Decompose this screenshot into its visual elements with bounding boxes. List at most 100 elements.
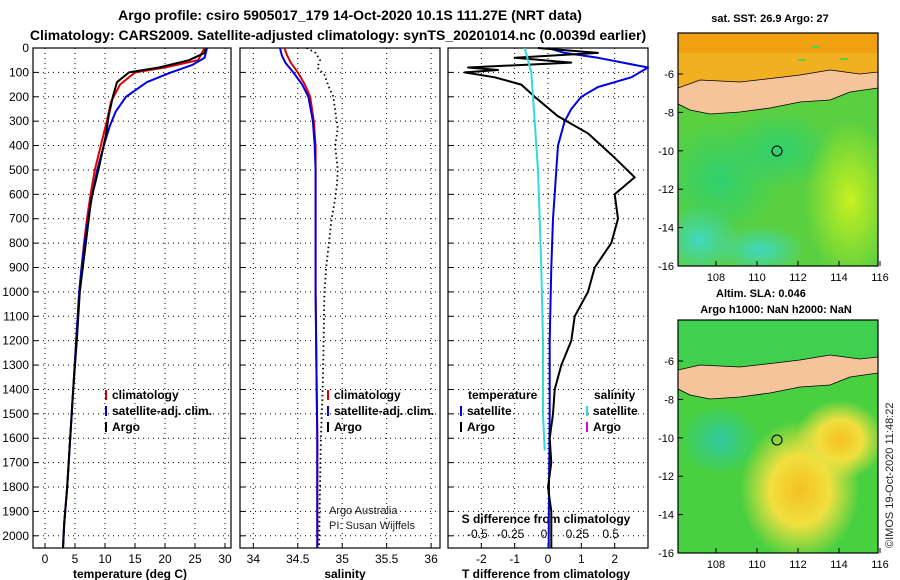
annotation-pi: PI: Susan Wijffels [329, 520, 415, 532]
secondary-x-tick-label: 0 [541, 527, 548, 541]
legend-swatch-s-satellite [586, 406, 588, 416]
map-y-tick-label: -6 [664, 69, 674, 81]
secondary-x-tick-label: 0.5 [602, 527, 619, 541]
y-tick-label: 1900 [2, 504, 29, 518]
legend-swatch-t-satellite [460, 406, 462, 416]
x-tick-label: 15 [128, 552, 142, 566]
legend-label-s-argo: Argo [593, 420, 621, 434]
y-tick-label: 2000 [2, 529, 29, 543]
sst-map-patch [715, 225, 805, 266]
sst-map-patch [725, 110, 835, 190]
y-tick-label: 1600 [2, 431, 29, 445]
annotation-argo-australia: Argo Australia [329, 505, 398, 517]
map-x-tick-label: 116 [871, 272, 889, 284]
sla-map-title: Argo h1000: NaN h2000: NaN [700, 304, 852, 316]
map-y-tick-label: -14 [658, 510, 674, 522]
legend-title-temperature: temperature [468, 388, 538, 402]
map-x-tick-label: 114 [830, 559, 848, 571]
y-tick-label: 300 [9, 114, 29, 128]
map-y-tick-label: -10 [658, 146, 674, 158]
sst-map-java-island [678, 69, 878, 115]
y-tick-label: 400 [9, 139, 29, 153]
y-tick-label: 1700 [2, 456, 29, 470]
y-tick-label: 1300 [2, 358, 29, 372]
sst-map-title: sat. SST: 26.9 Argo: 27 [711, 13, 829, 25]
legend-label-t-satellite: satellite [467, 404, 512, 418]
map-x-tick-label: 114 [830, 272, 848, 284]
sst-map-patch [805, 120, 878, 266]
series-line-t-satellite [547, 47, 649, 549]
salinity-panel [239, 47, 441, 549]
x-tick-label: 25 [188, 552, 202, 566]
y-tick-label: 0 [22, 41, 29, 55]
difference-secondary-xlabel: S difference from climatology [462, 512, 631, 526]
map-y-tick-label: -12 [658, 184, 674, 196]
legend-swatch-t-argo [460, 422, 462, 432]
series-line-argo [62, 47, 207, 549]
map-y-tick-label: -10 [658, 433, 674, 445]
sla-map-java-island [678, 354, 878, 400]
legend-label-argo: Argo [334, 420, 362, 434]
sst-map-bottom-label: Altim. SLA: 0.046 [716, 288, 806, 300]
legend-label-climatology: climatology [112, 388, 179, 402]
map-y-tick-label: -16 [658, 261, 674, 273]
sla-map-frame [677, 319, 879, 554]
temperature-legend: climatology satellite-adj. clim. Argo [105, 388, 212, 434]
legend-label-argo: Argo [112, 420, 140, 434]
map-x-tick-label: 112 [789, 559, 807, 571]
y-tick-label: 1200 [2, 334, 29, 348]
sst-map: sat. SST: 26.9 Argo: 27 108 110 112 114 116 -… [658, 13, 889, 300]
y-tick-label: 500 [9, 163, 29, 177]
series-line-argo [306, 47, 339, 549]
salinity-panel-frame [239, 47, 441, 549]
map-y-tick-label: -8 [664, 107, 674, 119]
series-line-s-satellite [523, 47, 546, 451]
sst-map-float-position-marker [771, 145, 783, 157]
map-x-tick-label: 110 [748, 272, 766, 284]
temperature-panel [32, 47, 232, 549]
series-line-satellite-adj-clim- [279, 47, 319, 548]
imos-credit: ©IMOS 19-Oct-2020 11:48:22 [884, 403, 896, 548]
map-y-tick-label: -14 [658, 223, 674, 235]
legend-swatch-climatology [105, 390, 107, 400]
legend-label-satellite: satellite-adj. clim. [112, 404, 212, 418]
title-line-1: Argo profile: csiro 5905017_179 14-Oct-2… [118, 7, 582, 23]
sst-map-frame [677, 32, 879, 267]
x-tick-label: 1 [578, 552, 585, 566]
legend-label-s-satellite: satellite [593, 404, 638, 418]
map-x-tick-label: 108 [707, 272, 725, 284]
x-tick-label: 34.5 [286, 552, 310, 566]
temperature-xlabel: temperature (deg C) [73, 567, 187, 580]
x-tick-label: 10 [98, 552, 112, 566]
x-tick-label: 0 [545, 552, 552, 566]
x-tick-label: 30 [218, 552, 232, 566]
x-tick-label: 5 [72, 552, 79, 566]
legend-label-satellite: satellite-adj. clim. [334, 404, 434, 418]
y-tick-label: 1800 [2, 480, 29, 494]
legend-swatch-satellite [327, 406, 329, 416]
x-tick-label: 2 [611, 552, 618, 566]
y-tick-label: 600 [9, 187, 29, 201]
map-x-tick-label: 110 [748, 559, 766, 571]
y-tick-label: 700 [9, 212, 29, 226]
legend-title-salinity: salinity [594, 388, 636, 402]
sla-map-patch [795, 400, 878, 480]
map-y-tick-label: -8 [664, 394, 674, 406]
x-tick-label: 0 [42, 552, 49, 566]
legend-label-climatology: climatology [334, 388, 401, 402]
legend-label-t-argo: Argo [467, 420, 495, 434]
map-x-tick-label: 112 [789, 272, 807, 284]
legend-swatch-argo [105, 422, 107, 432]
secondary-x-tick-label: -0.25 [497, 527, 525, 541]
sst-map-north-band-2 [678, 33, 878, 53]
sla-map-float-position-marker [771, 434, 783, 446]
x-tick-label: 35 [336, 552, 350, 566]
y-tick-label: 1500 [2, 407, 29, 421]
y-tick-label: 1400 [2, 382, 29, 396]
x-tick-label: 36 [424, 552, 438, 566]
salinity-legend: climatology satellite-adj. clim. Argo Ar… [327, 388, 434, 532]
salinity-xlabel: salinity [324, 567, 366, 580]
y-tick-label: 100 [9, 65, 29, 79]
map-y-tick-label: -12 [658, 471, 674, 483]
map-x-tick-label: 108 [707, 559, 725, 571]
